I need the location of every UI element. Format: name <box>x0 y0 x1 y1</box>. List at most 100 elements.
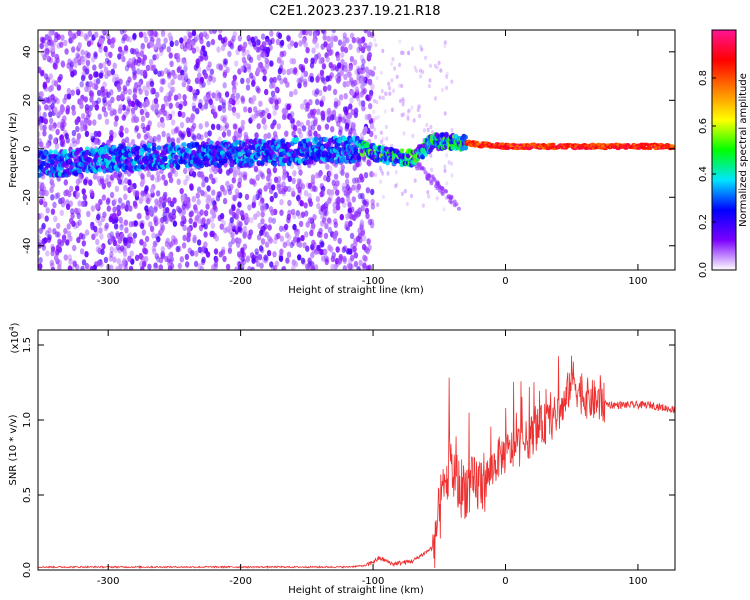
spectrogram-cell <box>405 201 409 207</box>
spectrogram-cell <box>81 200 86 207</box>
spectrogram-cell <box>209 199 214 206</box>
spectrogram-cell <box>142 241 147 248</box>
spectrogram-cell <box>124 237 129 244</box>
spectrogram-cell <box>368 41 373 48</box>
spectrogram-cell <box>315 88 320 95</box>
spectrogram-cell <box>147 30 152 37</box>
spectrogram-cell <box>114 185 120 192</box>
spectrogram-cell <box>337 237 342 245</box>
snr-y-axis-label: SNR (10 * v/v) <box>8 414 19 485</box>
spectrogram-cell <box>444 131 449 137</box>
spectrogram-cell <box>354 86 359 93</box>
spectrogram-cell <box>184 253 190 261</box>
spectrogram-cell <box>97 130 102 138</box>
spectrogram-cell <box>140 115 146 123</box>
spectrogram-cell <box>154 253 159 260</box>
spectrogram-cell <box>77 42 82 49</box>
spectrogram-cell <box>411 133 415 139</box>
spectrogram-cell <box>237 131 243 138</box>
colorbar-gradient <box>712 30 736 270</box>
spectrogram-cell <box>164 67 169 75</box>
spectrogram-cell <box>144 89 149 97</box>
spectrogram-cell <box>98 227 103 234</box>
spectrogram-cell <box>166 46 171 53</box>
spectrogram-cell <box>220 37 226 44</box>
spectrogram-cell <box>352 79 358 87</box>
spectrogram-cell <box>370 83 375 90</box>
spectrogram-cell <box>203 210 209 217</box>
spectrogram-cell <box>121 138 126 146</box>
spectrogram-cell <box>300 183 306 190</box>
spectrogram-cell <box>104 118 110 125</box>
spectrogram-cell <box>250 266 255 270</box>
spectrogram-cell <box>361 197 366 204</box>
spectrogram-cell <box>234 60 239 67</box>
spectrogram-cell <box>456 206 461 211</box>
spectrogram-cell <box>350 89 355 96</box>
spectrogram-cell <box>240 119 246 127</box>
spectrogram-cell <box>349 77 354 84</box>
spectrogram-cell <box>155 170 161 177</box>
spectrogram-cell <box>123 33 128 40</box>
y-tick-label: 0 <box>22 146 33 152</box>
spectrogram-cell <box>252 180 257 187</box>
spectrogram-cell <box>172 73 177 80</box>
spectrogram-cell <box>89 189 94 196</box>
spectrogram-cell <box>329 157 335 163</box>
spectrogram-cell <box>352 177 357 184</box>
spectrogram-cell <box>52 201 57 209</box>
spectrogram-cell <box>227 247 233 254</box>
spectrogram-cell <box>314 30 319 34</box>
spectrogram-cell <box>344 178 350 186</box>
spectrogram-cell <box>85 59 91 67</box>
colorbar-ticks: 0.00.20.40.60.8 <box>698 70 716 278</box>
y-tick-label: 1.5 <box>22 337 33 353</box>
spectrogram-cell <box>303 202 308 209</box>
spectrogram-cell <box>324 209 329 217</box>
spectrogram-cell <box>327 244 332 251</box>
spectrogram-cell <box>324 123 330 130</box>
spectrogram-cell <box>76 212 81 219</box>
spectrogram-cell <box>150 210 155 218</box>
spectrogram-cell <box>290 208 296 216</box>
spectrogram-cell <box>315 195 321 203</box>
spectrogram-cell <box>450 173 454 178</box>
spectrogram-cell <box>124 47 129 54</box>
spectrogram-cell <box>182 99 188 107</box>
spectrogram-cell <box>99 178 105 185</box>
spectrogram-cell <box>178 131 183 138</box>
spectrogram-cell <box>132 73 137 81</box>
spectrogram-cell <box>161 174 166 181</box>
spectrogram-cell <box>55 192 61 199</box>
spectrogram-cell <box>230 93 235 101</box>
spectrogram-cell <box>325 75 330 82</box>
spectrogram-cell <box>407 108 411 113</box>
spectrogram-cell <box>122 30 127 34</box>
spectrogram-cell <box>287 199 292 207</box>
spectrogram-cell <box>118 216 124 224</box>
spectrogram-cell <box>266 132 272 139</box>
spectrogram-cell <box>53 149 58 155</box>
spectrogram-cell <box>348 103 353 110</box>
spectrogram-cell <box>140 266 145 270</box>
spectrogram-cell <box>320 57 325 64</box>
spectrogram-cell <box>318 227 323 235</box>
spectrogram-cell <box>153 215 158 222</box>
spectrogram-cell <box>232 123 238 130</box>
spectrogram-cell <box>291 259 296 266</box>
spectrogram-cell <box>291 177 296 185</box>
spectrogram-cell <box>219 96 224 104</box>
spectrogram-cell <box>242 243 248 250</box>
spectrogram-cell <box>443 43 447 49</box>
spectrogram-cell <box>366 52 372 60</box>
spectrogram-cell <box>437 188 442 193</box>
spectrogram-cell <box>38 213 42 220</box>
spectrogram-cell <box>316 52 322 59</box>
spectrogram-cell <box>359 219 365 226</box>
spectrogram-cell <box>305 47 310 54</box>
spectrogram-cell <box>98 72 104 79</box>
spectrogram-cell <box>67 230 72 237</box>
spectrogram-cell <box>358 77 364 85</box>
spectrogram-cell <box>176 137 181 144</box>
spectrogram-cell <box>103 256 109 264</box>
